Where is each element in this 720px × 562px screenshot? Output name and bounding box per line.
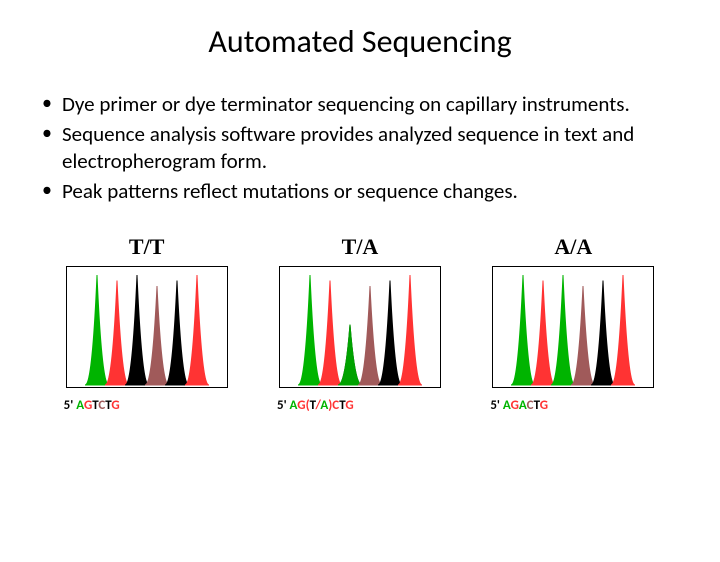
sequence-text: 5' AGACTG	[490, 398, 548, 413]
chart-label: T/T	[129, 234, 164, 260]
bullet-item: Sequence analysis software provides anal…	[38, 121, 682, 174]
electropherogram	[492, 266, 654, 388]
bullet-list: Dye primer or dye terminator sequencing …	[38, 91, 682, 204]
chart-block-ta: T/A 5' AG(T/A)CTG	[265, 234, 455, 413]
chart-label: A/A	[554, 234, 592, 260]
bullet-item: Dye primer or dye terminator sequencing …	[38, 91, 682, 117]
electropherogram	[66, 266, 228, 388]
sequence-text: 5' AGTCTG	[64, 398, 120, 413]
electropherogram-row: T/T 5' AGTCTG T/A 5' AG(T/A)CTG A/A 5' A…	[0, 234, 720, 413]
bullet-item: Peak patterns reflect mutations or seque…	[38, 178, 682, 204]
slide-title: Automated Sequencing	[0, 22, 720, 61]
sequence-text: 5' AG(T/A)CTG	[277, 398, 354, 413]
chart-block-aa: A/A 5' AGACTG	[478, 234, 668, 413]
chart-block-tt: T/T 5' AGTCTG	[52, 234, 242, 413]
electropherogram	[279, 266, 441, 388]
chart-label: T/A	[342, 234, 379, 260]
